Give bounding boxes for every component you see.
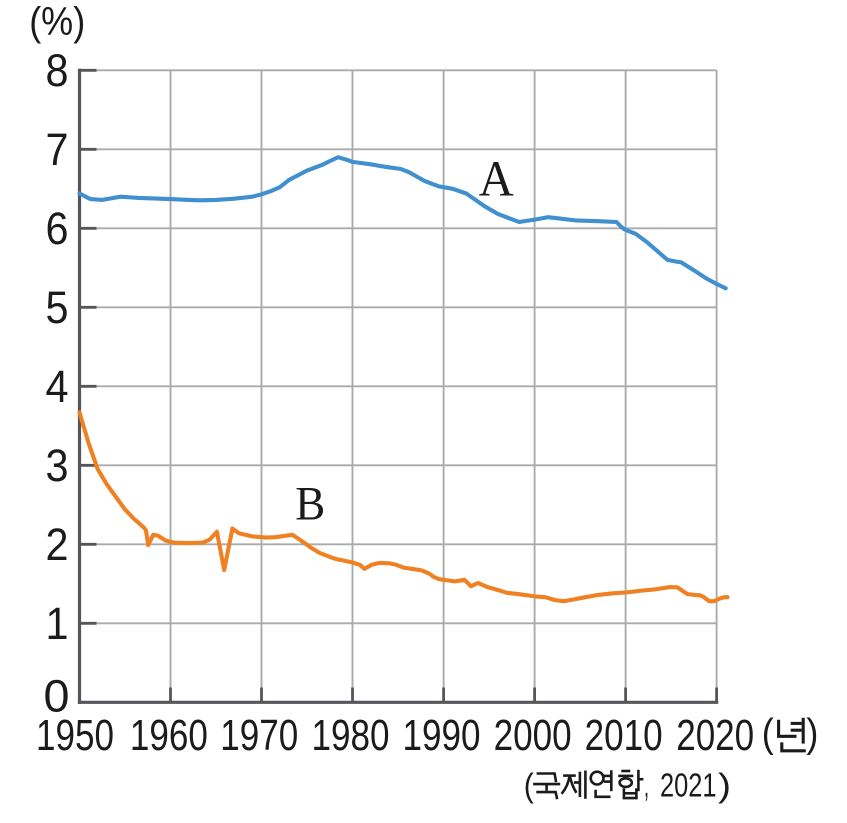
svg-text:4: 4 [46,361,69,412]
svg-text:A: A [479,151,514,207]
svg-text:2021: 2021 [660,766,717,803]
svg-text:1950: 1950 [36,711,114,760]
svg-text:8: 8 [46,45,69,96]
svg-text:5: 5 [46,282,69,333]
svg-text:): ) [806,712,818,756]
svg-text:1970: 1970 [220,711,298,760]
svg-text:3: 3 [46,440,69,491]
svg-text:2020: 2020 [676,711,754,760]
svg-text:(: ( [762,712,775,756]
svg-text:1990: 1990 [403,711,481,760]
svg-text:7: 7 [46,124,69,175]
svg-text:1960: 1960 [130,711,208,760]
svg-text:,: , [644,766,649,803]
svg-text:1980: 1980 [312,711,390,760]
svg-text:(%): (%) [29,0,85,44]
svg-text:2: 2 [46,519,69,570]
svg-text:2000: 2000 [494,711,572,760]
svg-text:(: ( [524,766,534,803]
svg-text:2010: 2010 [585,711,663,760]
svg-text:6: 6 [46,203,69,254]
svg-text:0: 0 [44,670,70,721]
svg-text:B: B [295,478,325,531]
svg-text:): ) [718,766,731,803]
svg-text:1: 1 [46,598,69,649]
